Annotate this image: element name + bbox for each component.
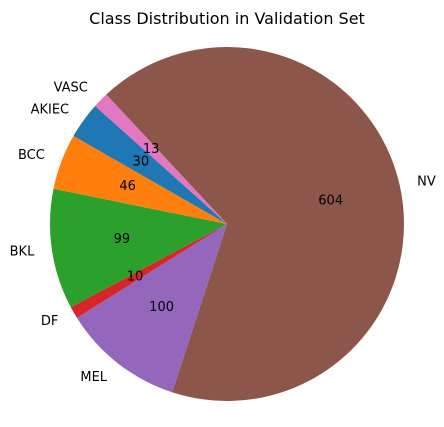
value-label-df: 10 xyxy=(127,270,144,285)
category-label-akiec: AKIEC xyxy=(31,103,70,118)
value-label-nv: 604 xyxy=(318,194,343,209)
value-label-akiec: 30 xyxy=(133,154,150,169)
pie-slice-bkl xyxy=(50,188,227,308)
pie-slice-bcc xyxy=(53,135,227,224)
pie-slice-vasc xyxy=(95,94,227,225)
value-label-bkl: 99 xyxy=(114,232,131,247)
chart-title: Class Distribution in Validation Set xyxy=(89,9,365,28)
category-labels: NV MEL DF BKL BCC AKIEC VASC xyxy=(10,80,436,385)
category-label-nv: NV xyxy=(417,174,436,189)
value-label-mel: 100 xyxy=(149,300,174,315)
category-label-bcc: BCC xyxy=(18,148,45,163)
category-label-bkl: BKL xyxy=(10,245,35,260)
category-label-vasc: VASC xyxy=(54,80,88,95)
pie-slices xyxy=(50,47,405,402)
category-label-mel: MEL xyxy=(80,370,107,385)
pie-slice-akiec xyxy=(73,105,227,224)
value-label-bcc: 46 xyxy=(119,179,136,194)
pie-slice-df xyxy=(70,224,227,318)
pie-slice-nv xyxy=(106,47,405,402)
category-label-df: DF xyxy=(41,314,59,329)
pie-slice-mel xyxy=(76,224,227,393)
value-label-vasc: 13 xyxy=(143,142,160,157)
